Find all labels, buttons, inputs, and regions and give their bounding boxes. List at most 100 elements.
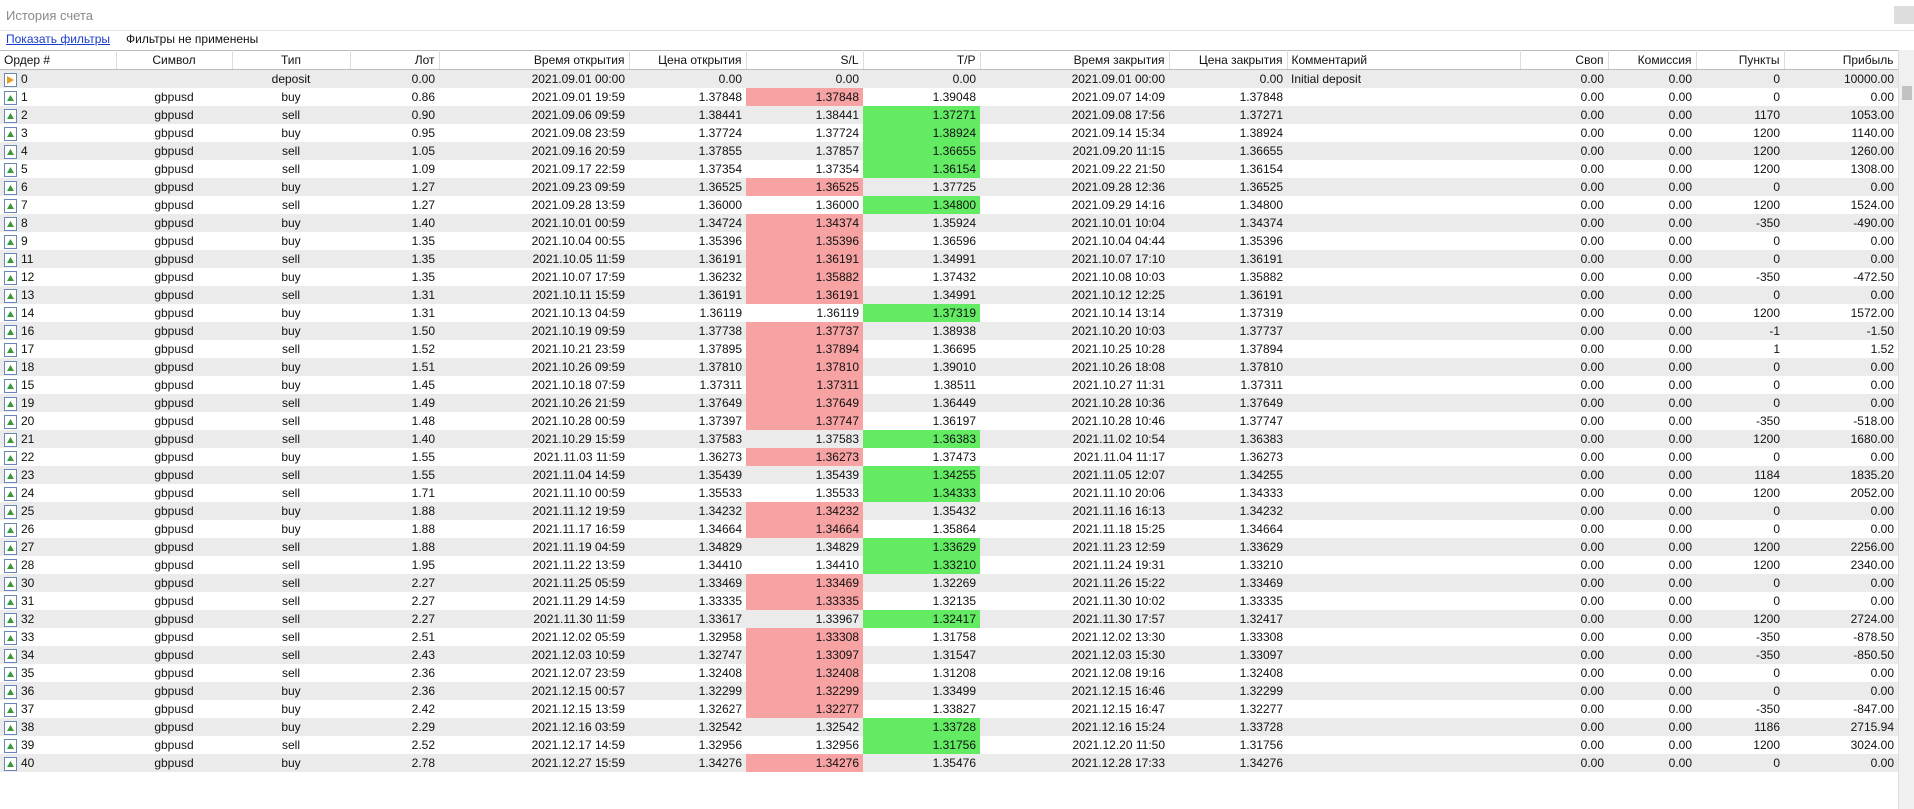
cell: sell <box>232 106 350 124</box>
trade-row: 8 gbpusd buy 1.40 2021.10.01 00:59 1.34724 1.3… <box>0 214 1898 232</box>
cell: 1.39048 <box>863 88 980 106</box>
cell-text: gbpusd <box>154 684 194 698</box>
cell: sell <box>232 286 350 304</box>
column-header: T/P <box>863 50 981 70</box>
cell-text: 1.32417 <box>1239 612 1283 626</box>
cell: 39 <box>0 736 116 754</box>
cell <box>1287 700 1520 718</box>
cell-text: 1680.00 <box>1850 432 1894 446</box>
cell-text: 7 <box>21 198 28 212</box>
cell-text: 2.36 <box>411 684 435 698</box>
cell: 1.32408 <box>1169 664 1287 682</box>
cell-text: 2021.12.03 10:59 <box>531 648 625 662</box>
cell-text: 1.37848 <box>698 90 742 104</box>
cell <box>1287 664 1520 682</box>
cell-text: 1200 <box>1753 738 1780 752</box>
cell: 1.38924 <box>863 124 980 142</box>
cell: 36 <box>0 682 116 700</box>
cell-text: 0.00 <box>1870 450 1894 464</box>
cell: 1.33097 <box>746 646 863 664</box>
cell-text: 0 <box>1773 450 1780 464</box>
cell-text: 0.00 <box>1870 180 1894 194</box>
cell: 1680.00 <box>1784 430 1898 448</box>
cell-text: 2021.12.15 13:59 <box>531 702 625 716</box>
cell-text: 0.00 <box>1580 612 1604 626</box>
cell: buy <box>232 754 350 772</box>
cell: 2.27 <box>350 610 439 628</box>
window-button[interactable] <box>1894 6 1914 24</box>
cell: 2021.12.08 19:16 <box>980 664 1169 682</box>
cell-text: 1.37747 <box>815 414 859 428</box>
cell: 8 <box>0 214 116 232</box>
trade-row: 21 gbpusd sell 1.40 2021.10.29 15:59 1.37583 1… <box>0 430 1898 448</box>
cell-text: buy <box>281 324 301 338</box>
cell-text: 1.37311 <box>699 378 743 392</box>
cell: 0.00 <box>1520 358 1608 376</box>
cell: 1.37583 <box>746 430 863 448</box>
cell-text: -1 <box>1769 324 1780 338</box>
cell-text: 2021.11.10 20:06 <box>1072 486 1165 500</box>
scrollbar[interactable] <box>1898 50 1914 809</box>
row-icon <box>4 324 17 339</box>
cell: 7 <box>0 196 116 214</box>
cell-text: 1.33210 <box>932 558 976 572</box>
cell-text: 2021.10.01 00:59 <box>531 216 625 230</box>
cell-text: 1.34410 <box>698 558 742 572</box>
cell-text: 2021.12.15 16:46 <box>1071 684 1165 698</box>
cell: 0.00 <box>1520 502 1608 520</box>
show-filters-link[interactable]: Показать фильтры <box>6 32 111 46</box>
column-header-text: Ордер # <box>4 53 51 67</box>
cell-text: 1.31756 <box>932 738 976 752</box>
cell-text: 2021.11.23 12:59 <box>1072 540 1165 554</box>
cell-text: 1.32277 <box>1239 702 1283 716</box>
cell: 0.00 <box>1608 358 1696 376</box>
scroll-thumb[interactable] <box>1902 86 1912 100</box>
cell-text: 0.00 <box>1870 522 1894 536</box>
row-icon <box>4 216 17 231</box>
cell: 0.00 <box>1520 484 1608 502</box>
cell-text: 0.00 <box>1580 270 1604 284</box>
cell-text: gbpusd <box>154 450 194 464</box>
cell-text: 0.00 <box>1870 378 1894 392</box>
cell: sell <box>232 142 350 160</box>
cell: 1.33335 <box>1169 592 1287 610</box>
cell: 2 <box>0 106 116 124</box>
cell-text: buy <box>281 216 301 230</box>
cell: 15 <box>0 376 116 394</box>
cell: 0.00 <box>1608 124 1696 142</box>
cell: 0.00 <box>1608 88 1696 106</box>
trade-row: 1 gbpusd buy 0.86 2021.09.01 19:59 1.37848 1.3… <box>0 88 1898 106</box>
cell-text: -518.00 <box>1853 414 1894 428</box>
cell-text: 2021.12.16 15:24 <box>1071 720 1165 734</box>
trade-row: 3 gbpusd buy 0.95 2021.09.08 23:59 1.37724 1.3… <box>0 124 1898 142</box>
cell-text: 1.35 <box>411 234 435 248</box>
cell: 2021.12.20 11:50 <box>980 736 1169 754</box>
cell-text: 1.35882 <box>815 270 859 284</box>
cell: 2021.09.17 22:59 <box>439 160 629 178</box>
column-header-text: Время открытия <box>533 53 625 67</box>
cell-text: 1200 <box>1753 432 1780 446</box>
cell-text: 2021.09.20 11:15 <box>1072 144 1165 158</box>
cell: 0.00 <box>1520 718 1608 736</box>
cell <box>1287 574 1520 592</box>
cell: 2021.11.29 14:59 <box>439 592 629 610</box>
cell-text: 2.36 <box>411 666 435 680</box>
cell <box>116 69 232 88</box>
cell: 1.36154 <box>863 160 980 178</box>
cell: 0.00 <box>1784 520 1898 538</box>
cell-text: 6 <box>21 180 28 194</box>
cell: 1200 <box>1696 484 1784 502</box>
row-icon <box>4 162 17 177</box>
cell-text: 0.00 <box>1580 198 1604 212</box>
cell-text: 1.36273 <box>698 450 742 464</box>
cell: 1.37473 <box>863 448 980 466</box>
cell-text: 1.36191 <box>1239 288 1283 302</box>
cell-text: 1.36119 <box>816 306 860 320</box>
cell: 1.36655 <box>1169 142 1287 160</box>
cell: 0.00 <box>1520 178 1608 196</box>
cell: sell <box>232 538 350 556</box>
cell-text: 1.37271 <box>1239 108 1283 122</box>
cell: 24 <box>0 484 116 502</box>
cell-text: 0.00 <box>1870 396 1894 410</box>
cell: 0.00 <box>1608 700 1696 718</box>
